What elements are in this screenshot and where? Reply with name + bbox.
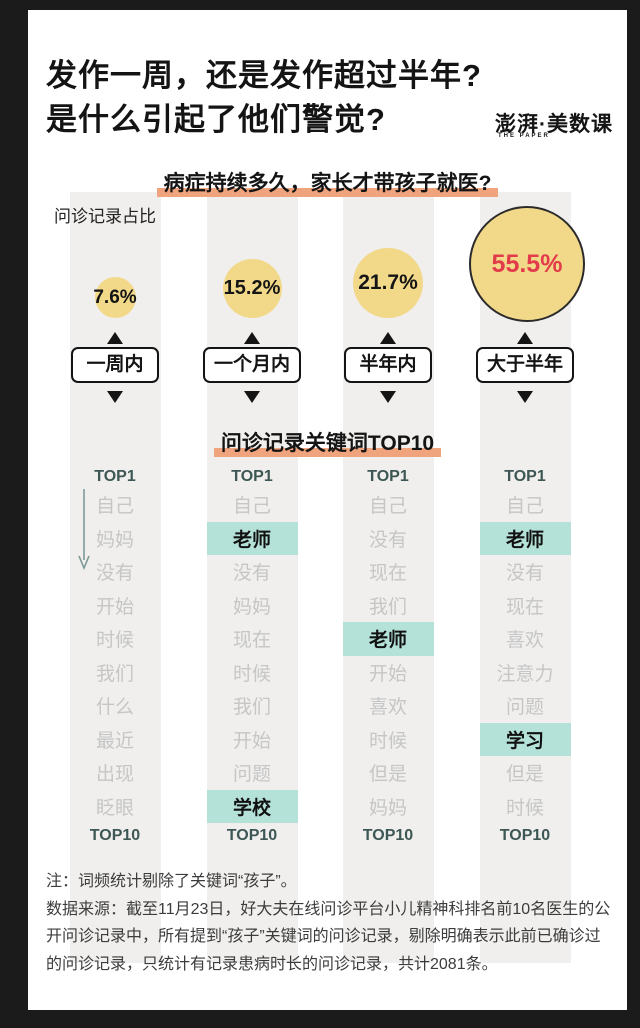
- percent-bubble: 7.6%: [93, 277, 137, 318]
- keyword-item: 眨眼: [95, 797, 134, 819]
- keyword-item: 但是: [368, 764, 407, 786]
- percent-value: 7.6%: [93, 286, 137, 308]
- keyword-item-highlighted: 老师: [342, 622, 434, 656]
- rank-direction-arrow-icon: [78, 488, 90, 572]
- keyword-item: 但是: [505, 764, 544, 786]
- keyword-item: 妈妈: [368, 797, 407, 819]
- duration-box: 大于半年: [475, 347, 575, 383]
- keyword-item: 开始: [95, 596, 134, 618]
- keyword-item: 时候: [232, 663, 271, 685]
- chart-title-row: 病症持续多久，家长才带孩子就医?: [28, 167, 627, 197]
- keyword-item: 时候: [505, 797, 544, 819]
- percent-bubble: 15.2%: [222, 259, 282, 318]
- keywords-heading: 问诊记录关键词TOP10: [213, 432, 442, 457]
- keyword-item: 现在: [505, 596, 544, 618]
- keyword-item: 妈妈: [95, 529, 134, 551]
- arrow-up-icon: [107, 332, 123, 344]
- keywords-heading-row: 问诊记录关键词TOP10: [28, 427, 627, 457]
- top1-label: TOP1: [367, 468, 409, 485]
- keyword-item-highlighted: 老师: [206, 521, 298, 555]
- keyword-item: 问题: [232, 764, 271, 786]
- footnote-note: 注：词频统计剔除了关键词“孩子”。: [46, 873, 297, 890]
- arrow-down-icon: [517, 391, 533, 403]
- top10-label: TOP10: [362, 827, 414, 844]
- arrow-up-icon: [244, 332, 260, 344]
- percent-value: 15.2%: [223, 277, 281, 299]
- page-title: 发作一周，还是发作超过半年? 是什么引起了他们警觉?: [46, 54, 482, 142]
- keyword-item: 自己: [505, 496, 544, 518]
- arrow-up-icon: [517, 332, 533, 344]
- keyword-item: 自己: [95, 496, 134, 518]
- card: 发作一周，还是发作超过半年? 是什么引起了他们警觉? 澎湃·美数课 THE PA…: [28, 10, 627, 1010]
- keyword-item: 喜欢: [368, 697, 407, 719]
- brand-logo: 澎湃·美数课 THE PAPER: [495, 108, 613, 139]
- arrow-down-icon: [380, 391, 396, 403]
- top1-label: TOP1: [94, 468, 136, 485]
- keyword-item: 自己: [232, 496, 271, 518]
- keyword-item: 什么: [95, 697, 134, 719]
- title-line-2: 是什么引起了他们警觉?: [46, 102, 386, 137]
- footnotes: 注：词频统计剔除了关键词“孩子”。 数据来源：截至11月23日，好大夫在线问诊平…: [46, 868, 614, 978]
- percent-bubble: 55.5%: [469, 206, 585, 322]
- keyword-item: 自己: [368, 496, 407, 518]
- keyword-item: 我们: [95, 663, 134, 685]
- keyword-item-highlighted: 学校: [206, 789, 298, 823]
- keyword-item: 现在: [232, 630, 271, 652]
- value-axis-label: 问诊记录占比: [54, 207, 156, 226]
- keyword-column: TOP1 自己没有现在我们老师开始喜欢时候但是妈妈 TOP10: [342, 466, 434, 847]
- keyword-column: TOP1 自己老师没有现在喜欢注意力问题学习但是时候 TOP10: [479, 466, 571, 847]
- column-bar: [342, 192, 434, 963]
- keyword-item-highlighted: 老师: [479, 521, 571, 555]
- keyword-item: 我们: [232, 697, 271, 719]
- keyword-item: 喜欢: [505, 630, 544, 652]
- keyword-item: 没有: [232, 563, 271, 585]
- title-line-1: 发作一周，还是发作超过半年?: [46, 58, 482, 93]
- percent-bubble: 21.7%: [353, 248, 423, 318]
- percent-value: 21.7%: [358, 271, 418, 294]
- top10-label: TOP10: [499, 827, 551, 844]
- keyword-item-highlighted: 学习: [479, 722, 571, 756]
- keyword-column: TOP1 自己老师没有妈妈现在时候我们开始问题学校 TOP10: [206, 466, 298, 847]
- footnote-source: 数据来源：截至11月23日，好大夫在线问诊平台小儿精神科排名前10名医生的公开问…: [46, 900, 611, 973]
- keyword-item: 注意力: [496, 663, 554, 685]
- keyword-item: 出现: [95, 764, 134, 786]
- keyword-item: 最近: [95, 730, 134, 752]
- keyword-item: 时候: [368, 730, 407, 752]
- keyword-item: 没有: [368, 529, 407, 551]
- bubble-chart: 7.6% 一周内 15.2% 一个月内 21.7% 半年内 55.5% 大于半年: [28, 10, 627, 1010]
- keyword-item: 妈妈: [232, 596, 271, 618]
- keyword-item: 开始: [232, 730, 271, 752]
- brand-logo-subtext: THE PAPER: [498, 133, 550, 139]
- chart-title: 病症持续多久，家长才带孩子就医?: [156, 172, 499, 197]
- arrow-down-icon: [107, 391, 123, 403]
- keyword-item: 没有: [505, 563, 544, 585]
- column-bar: [69, 192, 161, 963]
- keyword-lists: TOP1 自己 妈妈 没有 开始 时候 我们 什么 最近 出现 眨眼 TOP10 TOP1 自己 老师 没有妈…: [28, 10, 627, 1010]
- keyword-item: 开始: [368, 663, 407, 685]
- keyword-item: 我们: [368, 596, 407, 618]
- top10-label: TOP10: [226, 827, 278, 844]
- top1-label: TOP1: [231, 468, 273, 485]
- keyword-item: 没有: [95, 563, 134, 585]
- arrow-down-icon: [244, 391, 260, 403]
- arrow-up-icon: [380, 332, 396, 344]
- brand-logo-text: 澎湃·美数课: [495, 113, 613, 136]
- column-bar: [206, 192, 298, 963]
- keyword-item: 问题: [505, 697, 544, 719]
- top10-label: TOP10: [89, 827, 141, 844]
- duration-box: 一个月内: [202, 347, 302, 383]
- keyword-column: TOP1 自己妈妈没有开始时候我们什么最近出现眨眼 TOP10: [70, 466, 161, 847]
- keyword-item: 时候: [95, 630, 134, 652]
- duration-box: 半年内: [344, 347, 432, 383]
- percent-value: 55.5%: [491, 249, 563, 278]
- keyword-item: 现在: [368, 563, 407, 585]
- top1-label: TOP1: [504, 468, 546, 485]
- duration-box: 一周内: [71, 347, 159, 383]
